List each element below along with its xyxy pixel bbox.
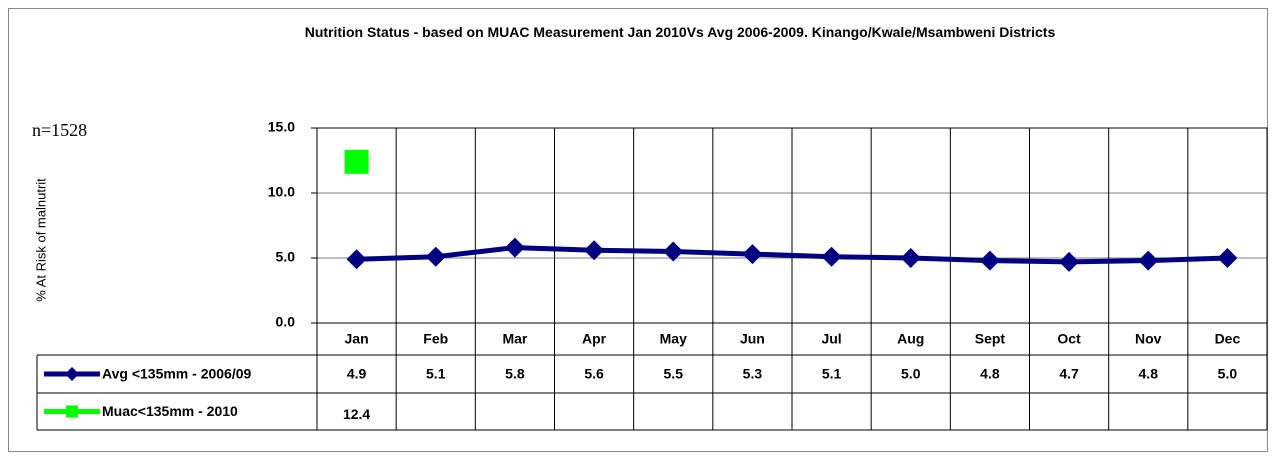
x-tick-label: Mar (502, 331, 527, 347)
data-label: 5.0 (1218, 366, 1238, 382)
data-label: 5.3 (743, 366, 763, 382)
marker (346, 249, 367, 270)
x-tick-label: Dec (1215, 331, 1241, 347)
x-tick-label: Jan (345, 331, 369, 347)
x-tick-label: Sept (975, 331, 1006, 347)
legend-label: Muac<135mm - 2010 (102, 403, 238, 419)
marker (663, 241, 684, 262)
y-tick-label: 0.0 (276, 314, 296, 330)
data-label: 5.1 (426, 366, 446, 382)
y-tick-label: 10.0 (268, 184, 295, 200)
x-tick-label: Jul (821, 331, 841, 347)
data-label: 5.0 (901, 366, 921, 382)
data-label: 12.4 (343, 406, 370, 422)
x-tick-label: Nov (1135, 331, 1162, 347)
data-label: 4.7 (1059, 366, 1079, 382)
y-axis-label: % At Risk of malnutrit (33, 178, 48, 302)
marker (979, 250, 1000, 271)
annotation: n=1528 (32, 120, 87, 140)
marker (425, 246, 446, 267)
legend-label: Avg <135mm - 2006/09 (102, 366, 252, 382)
marker (900, 248, 921, 268)
x-tick-label: Oct (1057, 331, 1081, 347)
series-line (356, 245, 1228, 265)
y-tick-label: 5.0 (276, 249, 296, 265)
marker (742, 244, 763, 265)
x-tick-label: Apr (582, 331, 607, 347)
legend-marker (65, 367, 79, 381)
x-tick-label: May (660, 331, 687, 347)
marker (821, 246, 842, 267)
marker (1138, 250, 1159, 271)
y-tick-label: 15.0 (268, 119, 295, 135)
marker (584, 240, 605, 261)
x-tick-label: Feb (423, 331, 448, 347)
data-label: 4.8 (980, 366, 1000, 382)
data-label: 4.8 (1139, 366, 1159, 382)
data-label: 5.5 (664, 366, 684, 382)
x-tick-label: Aug (897, 331, 924, 347)
data-label: 5.6 (584, 366, 604, 382)
marker (1059, 251, 1080, 272)
marker (344, 149, 369, 174)
chart-title: Nutrition Status - based on MUAC Measure… (304, 24, 1056, 40)
x-tick-label: Jun (740, 331, 765, 347)
data-label: 4.9 (347, 366, 367, 382)
marker (504, 237, 525, 258)
data-label: 5.1 (822, 366, 842, 382)
legend-marker (66, 405, 78, 418)
marker (1217, 248, 1238, 268)
data-label: 5.8 (505, 366, 525, 382)
